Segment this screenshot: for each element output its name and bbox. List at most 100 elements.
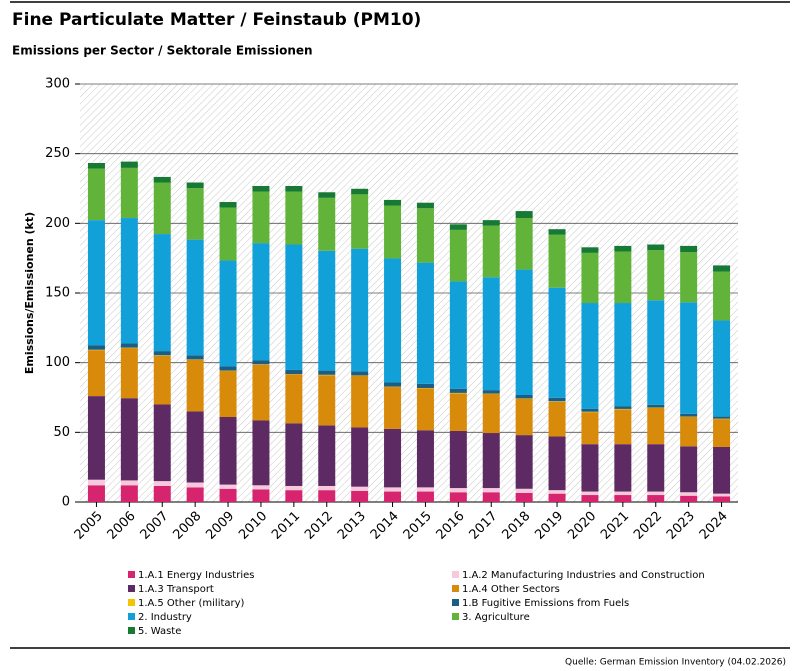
bar-segment: [482, 220, 500, 226]
x-tick-label: 2018: [499, 509, 533, 543]
bar-segment: [87, 479, 105, 486]
bar-segment: [120, 343, 138, 348]
bar-segment: [384, 487, 402, 492]
bar-segment: [285, 185, 303, 192]
y-axis-label: Emissions/Emissionen (kt): [23, 212, 36, 374]
bar-segment: [713, 419, 731, 447]
bar-segment: [680, 417, 698, 447]
bar-segment: [318, 490, 336, 502]
bar-segment: [680, 245, 698, 253]
legend-swatch: [128, 599, 135, 606]
bar-segment: [515, 211, 533, 219]
bar-segment: [449, 229, 467, 282]
bar-segment: [647, 491, 665, 496]
legend-swatch: [128, 613, 135, 620]
bar-segment: [186, 487, 204, 502]
bar-segment: [680, 302, 698, 414]
bar-segment: [384, 382, 402, 387]
bar-segment: [416, 262, 434, 384]
bar-segment: [87, 396, 105, 480]
bar-segment: [120, 161, 138, 168]
bar-segment: [285, 490, 303, 502]
x-tick-label: 2014: [368, 509, 402, 543]
bar-segment: [186, 359, 204, 412]
x-tick-label: 2007: [138, 509, 172, 543]
bar-segment: [515, 394, 533, 399]
bar-segment: [449, 488, 467, 493]
bar-segment: [548, 397, 566, 402]
bar-segment: [614, 491, 632, 496]
bar-segment: [87, 485, 105, 502]
bar-segment: [482, 277, 500, 391]
y-tick-label: 100: [45, 355, 70, 370]
bar-segment: [318, 370, 336, 375]
bar-segment: [351, 371, 369, 376]
y-tick-label: 250: [45, 146, 70, 161]
bar-segment: [384, 205, 402, 259]
bar-segment: [351, 248, 369, 372]
bar-segment: [87, 163, 105, 169]
bar-segment: [515, 218, 533, 270]
bar-segment: [482, 492, 500, 502]
legend-swatch: [128, 571, 135, 578]
bar-segment: [318, 425, 336, 486]
bar-segment: [153, 404, 171, 482]
bar-segment: [219, 202, 237, 208]
bar-segment: [515, 435, 533, 489]
bar-segment: [219, 207, 237, 261]
bar-segment: [318, 250, 336, 371]
bar-segment: [416, 208, 434, 263]
bar-segment: [713, 446, 731, 494]
bar-segment: [647, 404, 665, 408]
bar-segment: [713, 265, 731, 272]
bar-segment: [449, 393, 467, 431]
legend-label: 5. Waste: [138, 626, 181, 637]
bar-segment: [482, 394, 500, 434]
bar-segment: [384, 387, 402, 429]
bar-segment: [647, 300, 665, 405]
bar-segment: [614, 406, 632, 409]
bar-segment: [416, 202, 434, 209]
bar-segment: [153, 351, 171, 356]
bar-segment: [548, 401, 566, 437]
bar-segment: [384, 491, 402, 502]
x-tick-label: 2011: [269, 509, 303, 543]
x-tick-label: 2013: [335, 509, 369, 543]
y-tick-label: 50: [53, 425, 70, 440]
bar-segment: [548, 490, 566, 494]
x-tick-label: 2017: [467, 509, 501, 543]
bar-segment: [120, 218, 138, 344]
bar-segment: [680, 495, 698, 502]
bar-segment: [252, 420, 270, 486]
bar-segment: [186, 355, 204, 360]
bar-segment: [416, 491, 434, 502]
bar-segment: [581, 252, 599, 304]
x-tick-label: 2008: [170, 509, 204, 543]
bar-segment: [285, 423, 303, 486]
bar-segment: [581, 444, 599, 492]
bar-segment: [285, 369, 303, 375]
bar-segment: [515, 398, 533, 436]
bar-segment: [614, 495, 632, 502]
bar-segment: [713, 493, 731, 497]
bar-segment: [647, 244, 665, 251]
bar-segment: [416, 383, 434, 389]
bar-segment: [318, 375, 336, 426]
bar-segment: [384, 428, 402, 488]
bar-segment: [351, 375, 369, 428]
bar-segment: [614, 409, 632, 445]
bar-segment: [548, 436, 566, 491]
bar-segment: [252, 185, 270, 192]
bar-segment: [614, 245, 632, 252]
x-tick-label: 2005: [72, 509, 106, 543]
bar-segment: [548, 234, 566, 288]
bar-segment: [581, 408, 599, 412]
x-tick-label: 2022: [631, 509, 665, 543]
legend-swatch: [128, 585, 135, 592]
bar-segment: [252, 364, 270, 421]
bar-segment: [285, 191, 303, 245]
bar-segment: [482, 390, 500, 394]
x-tick-label: 2015: [401, 509, 435, 543]
legend-label: 1.A.3 Transport: [138, 584, 214, 595]
bar-segment: [384, 258, 402, 383]
